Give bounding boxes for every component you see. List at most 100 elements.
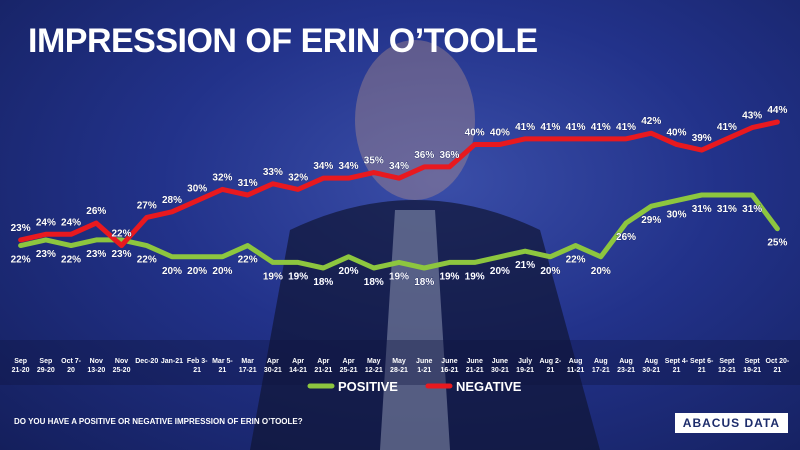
data-label: 22% (137, 255, 157, 266)
x-tick-label: Sep 29-20 (36, 358, 55, 374)
legend-label: POSITIVE (338, 379, 398, 394)
x-tick-label: Oct 7-20 (61, 358, 81, 374)
data-label: 31% (717, 204, 737, 215)
data-label: 18% (414, 277, 434, 288)
data-label: 25% (767, 238, 787, 249)
data-label: 33% (263, 167, 283, 178)
series-line (18, 119, 780, 249)
x-tick-label: Aug 23-21 (617, 358, 635, 374)
data-label: 36% (414, 150, 434, 161)
x-tick-label: June 21-21 (465, 358, 484, 374)
legend-label: NEGATIVE (456, 379, 522, 394)
x-tick-label: Aug 30-21 (642, 358, 661, 374)
x-tick-label: Sept 4-21 (664, 358, 689, 374)
data-label: 43% (742, 111, 762, 122)
data-label: 23% (36, 249, 56, 260)
data-label: 18% (313, 277, 333, 288)
data-label: 26% (86, 206, 106, 217)
x-tick-label: Nov 25-20 (112, 358, 131, 374)
x-tick-label: June 1-21 (416, 358, 433, 374)
x-tick-label: Mar 17-21 (238, 358, 257, 374)
chart-title: IMPRESSION OF ERIN O’TOOLE (28, 22, 538, 60)
x-tick-label: July 19-21 (516, 358, 535, 374)
data-label: 32% (288, 172, 308, 183)
data-label: 20% (212, 266, 232, 277)
data-label: 31% (692, 204, 712, 215)
source-logo: ABACUS DATA (674, 413, 788, 433)
data-label: 22% (566, 255, 586, 266)
data-label: 22% (112, 229, 132, 240)
data-label: 34% (339, 161, 359, 172)
data-label: 28% (162, 195, 182, 206)
data-label: 24% (36, 217, 56, 228)
x-tick-label: Nov 13-20 (87, 358, 106, 374)
x-tick-label: Jan-21 (160, 358, 184, 365)
data-label: 19% (288, 271, 308, 282)
data-label: 20% (540, 266, 560, 277)
data-label: 29% (641, 215, 661, 226)
x-tick-label: Sept 6-21 (690, 358, 714, 374)
data-label: 24% (61, 217, 81, 228)
x-tick-label: Apr 25-21 (339, 358, 358, 374)
data-label: 21% (515, 260, 535, 271)
x-tick-label: Apr 14-21 (289, 358, 308, 374)
data-label: 23% (86, 249, 106, 260)
data-label: 20% (162, 266, 182, 277)
series-line (18, 192, 780, 271)
data-label: 30% (187, 184, 207, 195)
x-tick-label: Mar 5-21 (212, 358, 233, 374)
data-label: 23% (112, 249, 132, 260)
data-label: 41% (616, 122, 636, 133)
x-tick-label: June 30-21 (490, 358, 509, 374)
x-tick-label: Apr 21-21 (314, 358, 333, 374)
data-label: 34% (313, 161, 333, 172)
data-label: 20% (490, 266, 510, 277)
data-label: 40% (666, 127, 686, 138)
data-label: 19% (465, 271, 485, 282)
question-note: DO YOU HAVE A POSITIVE OR NEGATIVE IMPRE… (14, 417, 303, 426)
x-tick-label: Aug 17-21 (591, 358, 610, 374)
x-tick-label: May 28-21 (390, 358, 408, 374)
x-tick-label: Dec-20 (135, 358, 159, 365)
data-label: 41% (515, 122, 535, 133)
x-tick-label: Sept 19-21 (743, 358, 762, 374)
data-label: 36% (439, 150, 459, 161)
x-tick-label: Sept 12-21 (717, 358, 736, 374)
data-label: 40% (490, 127, 510, 138)
data-label: 31% (238, 178, 258, 189)
x-tick-label: May 12-21 (364, 358, 383, 374)
x-tick-label: Aug 11-21 (566, 358, 585, 374)
data-label: 35% (364, 156, 384, 167)
data-label: 41% (566, 122, 586, 133)
x-tick-label: Oct 20-21 (765, 358, 790, 374)
data-label: 39% (692, 133, 712, 144)
data-label: 34% (389, 161, 409, 172)
data-label: 41% (717, 122, 737, 133)
data-label: 40% (465, 127, 485, 138)
data-label: 41% (591, 122, 611, 133)
data-label: 22% (238, 255, 258, 266)
data-label: 27% (137, 200, 157, 211)
data-label: 22% (11, 255, 31, 266)
data-label: 30% (666, 210, 686, 221)
x-tick-label: June 16-21 (440, 358, 459, 374)
data-label: 19% (263, 271, 283, 282)
data-label: 26% (616, 232, 636, 243)
data-label: 22% (61, 255, 81, 266)
data-label: 20% (187, 266, 207, 277)
x-tick-label: Aug 2-21 (539, 358, 562, 374)
data-label: 32% (212, 172, 232, 183)
x-tick-label: Sep 21-20 (11, 358, 30, 374)
data-label: 42% (641, 116, 661, 127)
x-tick-label: Apr 30-21 (263, 358, 282, 374)
data-label: 20% (339, 266, 359, 277)
data-label: 18% (364, 277, 384, 288)
data-label: 31% (742, 204, 762, 215)
data-label: 23% (11, 223, 31, 234)
data-label: 20% (591, 266, 611, 277)
data-label: 19% (439, 271, 459, 282)
x-tick-label: Feb 3-21 (186, 358, 208, 374)
data-label: 41% (540, 122, 560, 133)
